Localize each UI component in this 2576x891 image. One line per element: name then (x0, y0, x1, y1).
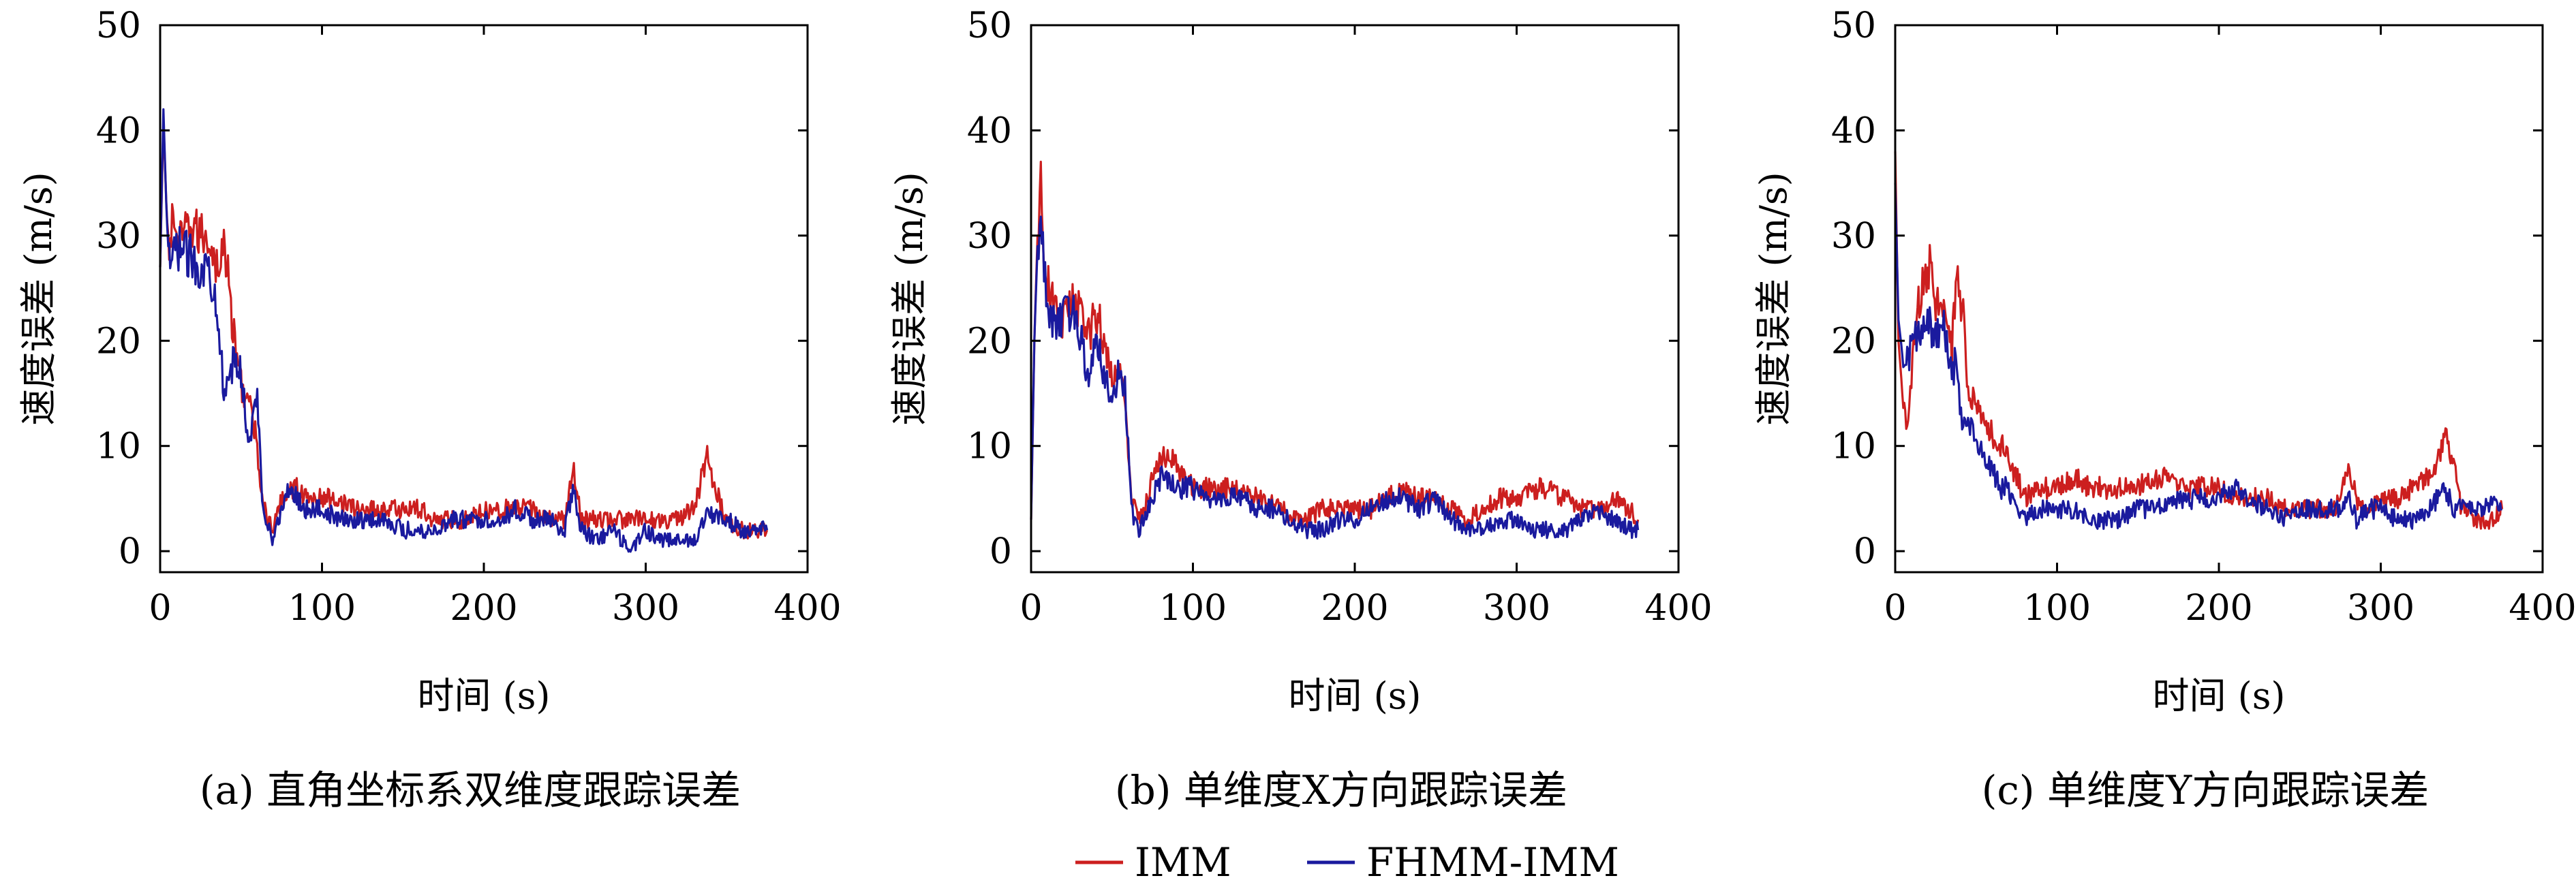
y-tick-label: 30 (1831, 216, 1876, 257)
y-tick-label: 10 (967, 426, 1012, 467)
x-tick-label: 100 (288, 588, 356, 629)
y-axis-label: 速度误差 (m/s) (888, 172, 931, 425)
x-axis-label: 时间 (s) (2152, 674, 2285, 717)
y-tick-label: 40 (96, 110, 141, 151)
x-tick-label: 400 (2509, 588, 2576, 629)
legend-label-fhmm-imm: FHMM-IMM (1366, 839, 1619, 886)
x-tick-label: 300 (1483, 588, 1550, 629)
series-line-imm (159, 119, 769, 540)
x-tick-label: 100 (2023, 588, 2091, 629)
legend: IMM FHMM-IMM (1075, 839, 1619, 886)
y-tick-label: 0 (119, 531, 141, 572)
chart-panel-0: 0 100 200 300 400 0 10 20 30 40 50 时间 (s) 速度误差 (m/s)… (17, 5, 842, 813)
y-tick-label: 30 (967, 216, 1012, 257)
x-tick-label: 0 (1884, 588, 1906, 629)
y-tick-label: 50 (96, 5, 141, 46)
chart-panel-2: 0 100 200 300 400 0 10 20 30 40 50 时间 (s) 速度误差 (m/s)… (1752, 5, 2576, 813)
x-tick-label: 300 (2347, 588, 2414, 629)
x-tick-label: 200 (450, 588, 517, 629)
y-tick-label: 30 (96, 216, 141, 257)
series-line-imm (1030, 160, 1640, 529)
x-tick-label: 0 (149, 588, 171, 629)
x-tick-label: 400 (773, 588, 841, 629)
y-tick-label: 20 (96, 321, 141, 362)
x-tick-label: 200 (1321, 588, 1388, 629)
x-axis-label: 时间 (s) (1288, 674, 1421, 717)
y-tick-label: 40 (1831, 110, 1876, 151)
y-tick-label: 0 (990, 531, 1012, 572)
y-tick-label: 40 (967, 110, 1012, 151)
series-line-fhmm-imm (159, 108, 769, 553)
subfigure-caption: (b) 单维度X方向跟踪误差 (1115, 767, 1567, 813)
x-tick-label: 400 (1644, 588, 1712, 629)
y-tick-label: 10 (96, 426, 141, 467)
series-line-fhmm-imm (1894, 183, 2503, 530)
y-axis-label: 速度误差 (m/s) (17, 172, 60, 425)
y-tick-label: 20 (967, 321, 1012, 362)
y-tick-label: 20 (1831, 321, 1876, 362)
x-tick-label: 300 (612, 588, 679, 629)
plot-frame (159, 24, 809, 574)
series-line-fhmm-imm (1030, 215, 1640, 540)
x-tick-label: 200 (2185, 588, 2252, 629)
subfigure-caption: (c) 单维度Y方向跟踪误差 (1982, 767, 2429, 813)
subfigure-caption: (a) 直角坐标系双维度跟踪误差 (200, 767, 741, 813)
x-tick-label: 0 (1019, 588, 1042, 629)
y-tick-label: 10 (1831, 426, 1876, 467)
x-axis-label: 时间 (s) (417, 674, 550, 717)
chart-panel-1: 0 100 200 300 400 0 10 20 30 40 50 时间 (s) 速度误差 (m/s)… (888, 5, 1713, 813)
y-tick-label: 50 (1831, 5, 1876, 46)
x-tick-label: 100 (1159, 588, 1227, 629)
plot-frame (1030, 24, 1680, 574)
y-tick-label: 0 (1854, 531, 1876, 572)
y-axis-label: 速度误差 (m/s) (1752, 172, 1795, 425)
y-tick-label: 50 (967, 5, 1012, 46)
series-line-imm (1894, 151, 2504, 530)
legend-label-imm: IMM (1135, 839, 1231, 886)
